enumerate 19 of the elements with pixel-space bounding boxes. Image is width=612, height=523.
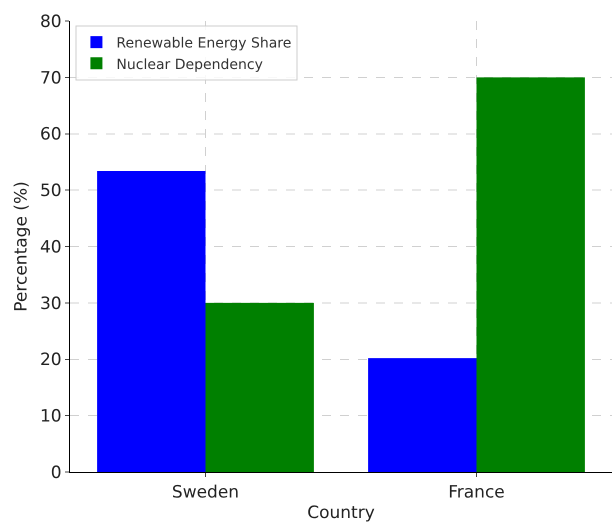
bar xyxy=(97,170,206,472)
y-tick-label: 30 xyxy=(40,294,62,314)
legend-label: Renewable Energy Share xyxy=(116,36,292,52)
y-tick-label: 20 xyxy=(40,350,62,370)
y-axis-title: Percentage (%) xyxy=(12,181,32,312)
y-tick-label: 60 xyxy=(40,124,62,145)
x-tick-label: France xyxy=(448,482,505,502)
bar xyxy=(206,302,314,472)
legend-label: Nuclear Dependency xyxy=(116,56,263,73)
y-tick-label: 50 xyxy=(40,181,62,202)
bar xyxy=(476,77,585,472)
bar xyxy=(368,358,476,472)
y-tick-label: 10 xyxy=(40,406,62,427)
y-tick-label: 40 xyxy=(40,237,62,258)
x-axis-title: Country xyxy=(307,503,375,523)
y-tick-label: 80 xyxy=(40,12,62,32)
y-tick-label: 0 xyxy=(50,462,62,483)
x-tick-label: Sweden xyxy=(172,482,240,502)
y-tick-label: 70 xyxy=(40,68,62,88)
